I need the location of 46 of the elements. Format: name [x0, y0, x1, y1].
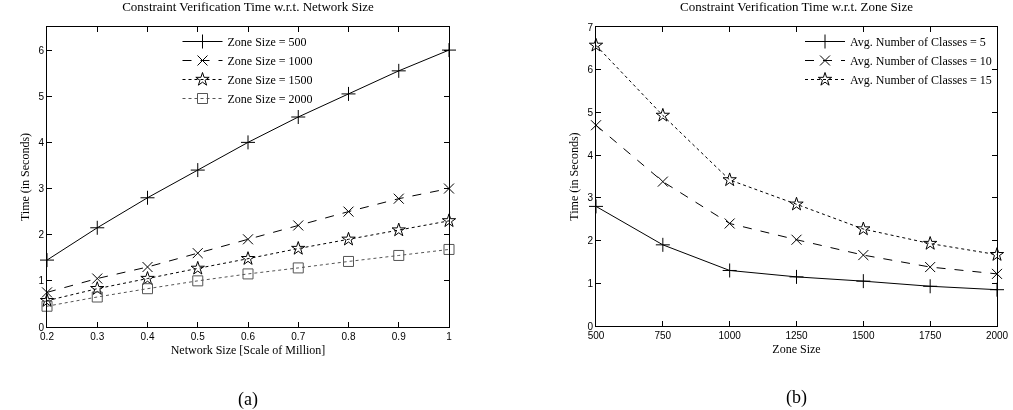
- y-tick-label: 5: [587, 106, 594, 118]
- y-tick-label: 2: [38, 229, 45, 241]
- y-tick-label: 3: [38, 183, 45, 195]
- y-tick-label: 5: [38, 90, 45, 102]
- y-tick-label: 4: [38, 136, 45, 148]
- y-tick-label: 0: [587, 320, 594, 332]
- x-tick-label: 1500: [852, 330, 875, 341]
- x-tick-label: 2000: [985, 330, 1009, 341]
- x-tick-label: 0.7: [291, 331, 306, 342]
- x-tick-label: 0.6: [241, 331, 256, 342]
- x-tick-label: 750: [654, 330, 672, 341]
- x-tick-label: 1000: [718, 330, 742, 341]
- y-tick-label: 0: [38, 321, 45, 333]
- x-axis-title: Zone Size: [772, 341, 821, 356]
- y-tick-label: 6: [587, 64, 594, 76]
- legend-label: Zone Size = 1000: [227, 54, 313, 69]
- x-tick-label: 1750: [919, 330, 942, 341]
- x-axis-title: Network Size [Scale of Million]: [170, 342, 326, 357]
- legend-label: Avg. Number of Classes = 15: [850, 73, 992, 88]
- y-tick-label: 1: [587, 277, 594, 289]
- legend-label: Zone Size = 2000: [227, 92, 313, 107]
- legend-label: Avg. Number of Classes = 5: [850, 35, 986, 50]
- legend-label: Zone Size = 1500: [227, 73, 313, 88]
- legend-label: Zone Size = 500: [227, 35, 307, 50]
- y-tick-label: 2: [587, 235, 594, 247]
- y-tick-label: 6: [38, 44, 45, 56]
- x-tick-label: 500: [587, 330, 605, 341]
- y-axis-title: Time (in Seconds): [566, 132, 581, 221]
- x-tick-label: 0.5: [190, 331, 206, 342]
- chart-title: Constraint Verification Time w.r.t. Network Size: [122, 0, 375, 15]
- legend-label: Avg. Number of Classes = 10: [850, 54, 992, 69]
- y-tick-label: 3: [587, 192, 594, 204]
- y-tick-label: 7: [587, 21, 594, 33]
- x-tick-label: 0.2: [40, 331, 55, 342]
- x-tick-label: 0.3: [90, 331, 105, 342]
- y-tick-label: 4: [587, 149, 594, 161]
- chart-title: Constraint Verification Time w.r.t. Zone Size: [680, 0, 914, 15]
- x-tick-label: 1: [446, 331, 453, 342]
- y-tick-label: 1: [38, 275, 45, 287]
- x-tick-label: 0.9: [391, 331, 407, 342]
- x-tick-label: 0.4: [140, 331, 155, 342]
- text: (b): [786, 387, 807, 408]
- y-axis-title: Time (in Seconds): [17, 132, 32, 222]
- text: (a): [238, 389, 258, 410]
- x-tick-label: 0.8: [341, 331, 356, 342]
- x-tick-label: 1250: [785, 330, 809, 341]
